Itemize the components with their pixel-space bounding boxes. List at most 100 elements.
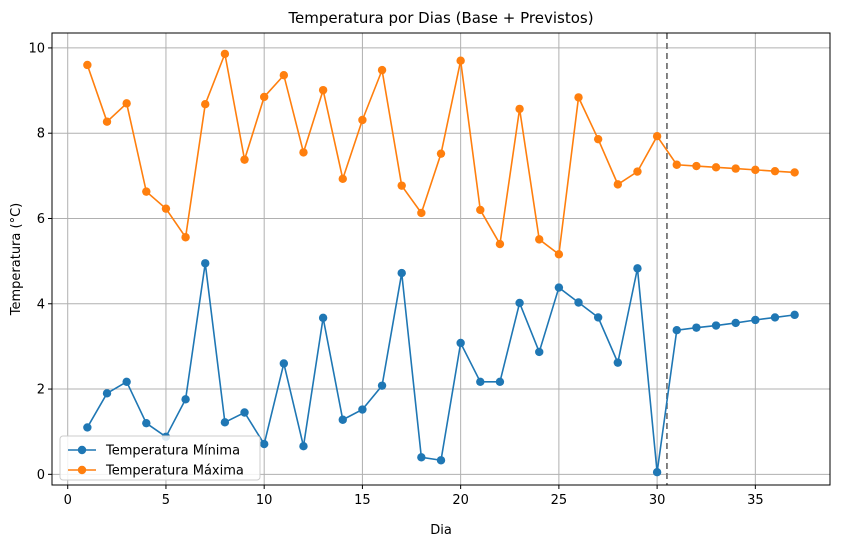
legend-label-2: Temperatura Máxima (105, 464, 244, 479)
series-2-point (436, 149, 446, 158)
series-1-point (692, 323, 701, 332)
series-1-point (83, 423, 92, 432)
series-2-point (672, 160, 681, 169)
series-1-point (338, 415, 347, 424)
series-2-point (142, 187, 151, 196)
series-2-point (102, 117, 112, 126)
series-2-point (751, 165, 760, 175)
y-tick-label: 10 (28, 41, 45, 56)
series-1-point (102, 389, 112, 398)
y-tick-label: 6 (37, 212, 45, 227)
series-2-point (476, 205, 485, 215)
series-1-point (554, 283, 564, 292)
series-2-point (397, 181, 406, 190)
series-1-point (456, 338, 465, 348)
x-tick-label: 10 (256, 493, 273, 508)
series-1-point (476, 377, 485, 387)
series-1-point (593, 313, 603, 322)
series-1-point (633, 264, 642, 273)
y-tick-label: 0 (37, 468, 45, 483)
series-2-point (161, 204, 171, 213)
series-1-point (535, 347, 544, 357)
series-2-point (240, 155, 249, 164)
legend-marker-1 (77, 445, 87, 455)
series-2-point (279, 71, 289, 80)
series-1-point (201, 259, 210, 268)
series-2-point (770, 166, 780, 176)
series-1-point (142, 418, 151, 428)
series-1-point (299, 441, 308, 451)
series-2-point (456, 56, 465, 65)
series-2-point (377, 65, 387, 75)
series-2-point (790, 168, 799, 177)
series-1-point (711, 321, 721, 330)
series-2-point (593, 134, 603, 144)
series-1-point (377, 381, 387, 390)
series-2-point (181, 233, 190, 242)
ticks: 0 5 10 15 20 25 30 35 0 2 4 6 8 10 (28, 41, 763, 508)
series-2-point (574, 93, 583, 102)
series-1-point (358, 405, 367, 414)
x-tick-label: 35 (747, 493, 764, 508)
x-tick-label: 30 (649, 493, 666, 508)
series-2-point (652, 131, 662, 141)
legend-label-1: Temperatura Mínima (105, 444, 240, 459)
legend-box (59, 435, 261, 481)
series-2-point (515, 104, 524, 114)
x-tick-label: 0 (64, 493, 72, 508)
series-2-point (338, 174, 347, 184)
series-1-point (790, 310, 799, 320)
plot-frame (51, 32, 831, 486)
series-2-point (83, 60, 92, 70)
series-1-point (259, 439, 269, 449)
series-2-point (535, 235, 544, 244)
series-2-point (613, 180, 623, 189)
series-2-point (201, 100, 210, 109)
series-1-point (397, 268, 406, 278)
y-tick-label: 8 (37, 127, 45, 142)
x-axis-label: Dia (430, 523, 452, 538)
x-tick-label: 15 (354, 493, 371, 508)
series-1-point (181, 395, 190, 404)
series-1-point (122, 377, 131, 387)
x-tick-label: 20 (452, 493, 469, 508)
series-2-point (417, 208, 426, 218)
x-tick-label: 25 (551, 493, 568, 508)
chart-title: Temperatura por Dias (Base + Previstos) (287, 9, 593, 27)
series-2-point (318, 85, 328, 95)
series-2-point (259, 92, 269, 102)
series-1-point (574, 298, 583, 307)
series-1-point (652, 468, 662, 477)
series-1-point (279, 359, 289, 368)
series-2-point (299, 148, 308, 157)
y-tick-label: 2 (37, 383, 45, 398)
series-1-point (515, 298, 524, 308)
series-2-point (122, 99, 131, 108)
series-1-point (613, 358, 623, 367)
series-1-point (751, 315, 760, 325)
x-tick-label: 5 (162, 493, 170, 508)
series-1-point (731, 318, 740, 328)
series-1-point (318, 313, 328, 323)
series-1-point (436, 456, 446, 465)
legend-marker-2 (77, 465, 87, 475)
series-1-point (417, 453, 426, 462)
y-tick-label: 4 (37, 297, 45, 312)
series-2-point (711, 163, 721, 172)
series-1-point (770, 313, 780, 322)
series-2-point (633, 167, 642, 176)
series-1-point (672, 326, 681, 335)
legend: Temperatura Mínima Temperatura Máxima (59, 435, 261, 481)
series-2-point (692, 161, 701, 171)
series-2-point (220, 49, 230, 59)
series-2-point (731, 164, 740, 173)
series-2-point (495, 239, 505, 249)
series-2-point (358, 115, 367, 125)
series-2-point (554, 250, 564, 259)
series-1-point (495, 377, 505, 387)
series-1-point (220, 418, 230, 427)
series-layer (83, 33, 799, 485)
series-1-point (240, 408, 249, 417)
y-axis-label: Temperatura (°C) (9, 203, 24, 316)
